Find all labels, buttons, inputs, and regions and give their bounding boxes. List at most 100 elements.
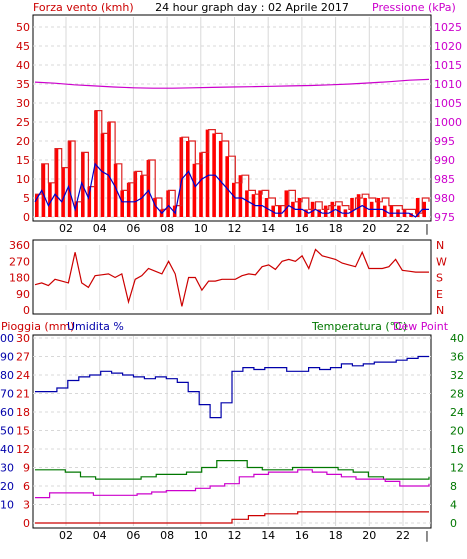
gust-bar (100, 133, 105, 217)
rain-axis-label: Pioggia (mm) (1, 320, 74, 333)
gust-bar (41, 163, 46, 217)
gust-bar (74, 201, 78, 217)
dewpoint-axis-label: Dew Point (393, 320, 449, 333)
gust-bar (67, 141, 72, 217)
rain-y-tick-label: 30 (16, 332, 30, 345)
wind-x-tick-label: 06 (126, 222, 140, 235)
rain-y-tick-label: 18 (16, 406, 30, 419)
compass-tick-label: N (436, 304, 444, 317)
gust-bar (232, 182, 236, 217)
wind-x-tick-label: 12 (228, 222, 242, 235)
humidity-y-tick-label: 70 (0, 388, 14, 401)
pressure-y-tick-label: 1000 (434, 116, 462, 129)
direction-y-tick-label: 0 (23, 304, 30, 317)
gust-bar (389, 205, 394, 217)
pressure-y-tick-label: 1020 (434, 40, 462, 53)
gust-bar (35, 194, 39, 217)
gust-bar (304, 209, 308, 217)
temperature-y-tick-label: 36 (450, 351, 464, 364)
humidity-line (35, 355, 429, 419)
chart-title: 24 hour graph day : 02 Aprile 2017 (155, 1, 349, 14)
gust-bar (54, 148, 59, 217)
rain-y-tick-label: 0 (23, 517, 30, 530)
gust-bar (238, 175, 243, 217)
wind-y-tick-label: 45 (16, 40, 30, 53)
humidity-y-tick-label: 80 (0, 369, 14, 382)
temperature-axis-label: Temperatura (°C) (311, 320, 407, 333)
gust-bar (218, 141, 223, 217)
direction-y-tick-label: 90 (16, 288, 30, 301)
wind-y-tick-label: 35 (16, 78, 30, 91)
direction-line (34, 248, 429, 307)
direction-y-tick-label: 360 (9, 239, 30, 252)
rain-x-tick-label: 04 (93, 529, 107, 542)
gust-bar (225, 156, 229, 217)
rain-x-tick-label: 08 (160, 529, 174, 542)
gust-bar (205, 129, 210, 217)
gust-bar (133, 171, 138, 217)
wind-y-tick-label: 0 (23, 211, 30, 224)
rain-x-tick-label: 14 (261, 529, 275, 542)
gust-bar (87, 186, 92, 217)
rain-x-tick-label: 10 (194, 529, 208, 542)
temperature-y-tick-label: 16 (450, 443, 464, 456)
gust-bar (120, 190, 124, 217)
gust-bar (284, 190, 289, 217)
gust-bar (376, 198, 381, 217)
direction-y-tick-label: 270 (9, 255, 30, 268)
wind-x-tick-label: 04 (93, 222, 107, 235)
pressure-y-tick-label: 980 (434, 192, 455, 205)
rain-x-tick-label: 12 (228, 529, 242, 542)
compass-tick-label: N (436, 239, 444, 252)
rain-y-tick-label: 21 (16, 388, 30, 401)
rain-x-end-tick: | (425, 529, 429, 542)
wind-y-tick-label: 5 (23, 192, 30, 205)
gust-line (35, 109, 430, 214)
dewpoint-line (35, 469, 430, 499)
wind-x-tick-label: 02 (59, 222, 73, 235)
gust-bar (350, 198, 354, 217)
humidity-y-tick-label: 50 (0, 425, 14, 438)
gust-bar (48, 182, 52, 217)
rain-y-tick-label: 24 (16, 369, 30, 382)
gust-bar (258, 190, 262, 217)
wind-y-tick-label: 50 (16, 21, 30, 34)
pressure-y-tick-label: 985 (434, 173, 455, 186)
gust-bar (172, 205, 177, 217)
humidity-y-tick-label: 30 (0, 462, 14, 475)
pressure-y-tick-label: 1015 (434, 59, 462, 72)
gust-bar (278, 205, 282, 217)
pressure-y-tick-label: 1010 (434, 78, 462, 91)
rain-y-tick-label: 15 (16, 425, 30, 438)
wind-x-tick-label: 14 (261, 222, 275, 235)
wind-axis-label: Forza vento (kmh) (33, 1, 134, 14)
wind-x-tick-label: 08 (160, 222, 174, 235)
gust-bar (61, 167, 65, 217)
wind-x-tick-label: 20 (362, 222, 376, 235)
rain-y-tick-label: 9 (23, 462, 30, 475)
gust-bar (251, 194, 256, 217)
rain-y-tick-label: 27 (16, 351, 30, 364)
gust-bar (291, 201, 295, 217)
pressure-y-tick-label: 1025 (434, 21, 462, 34)
wind-x-tick-label: 16 (295, 222, 309, 235)
avg-wind-line (34, 162, 429, 218)
pressure-axis-label: Pressione (kPa) (372, 1, 456, 14)
direction-panel-frame (32, 239, 432, 315)
wind-y-tick-label: 15 (16, 154, 30, 167)
rain-y-tick-label: 3 (23, 499, 30, 512)
compass-tick-label: E (436, 288, 443, 301)
gust-bar (415, 198, 420, 217)
wind-y-tick-label: 25 (16, 116, 30, 129)
temperature-line (35, 460, 430, 480)
gust-bar (113, 163, 118, 217)
humidity-y-tick-label: 60 (0, 406, 14, 419)
temperature-y-tick-label: 28 (450, 388, 464, 401)
pressure-y-tick-label: 975 (434, 211, 455, 224)
direction-y-tick-label: 180 (9, 272, 30, 285)
gust-bar (245, 190, 249, 217)
gust-bar (297, 198, 302, 217)
gust-bar (146, 160, 151, 217)
wind-y-tick-label: 30 (16, 97, 30, 110)
